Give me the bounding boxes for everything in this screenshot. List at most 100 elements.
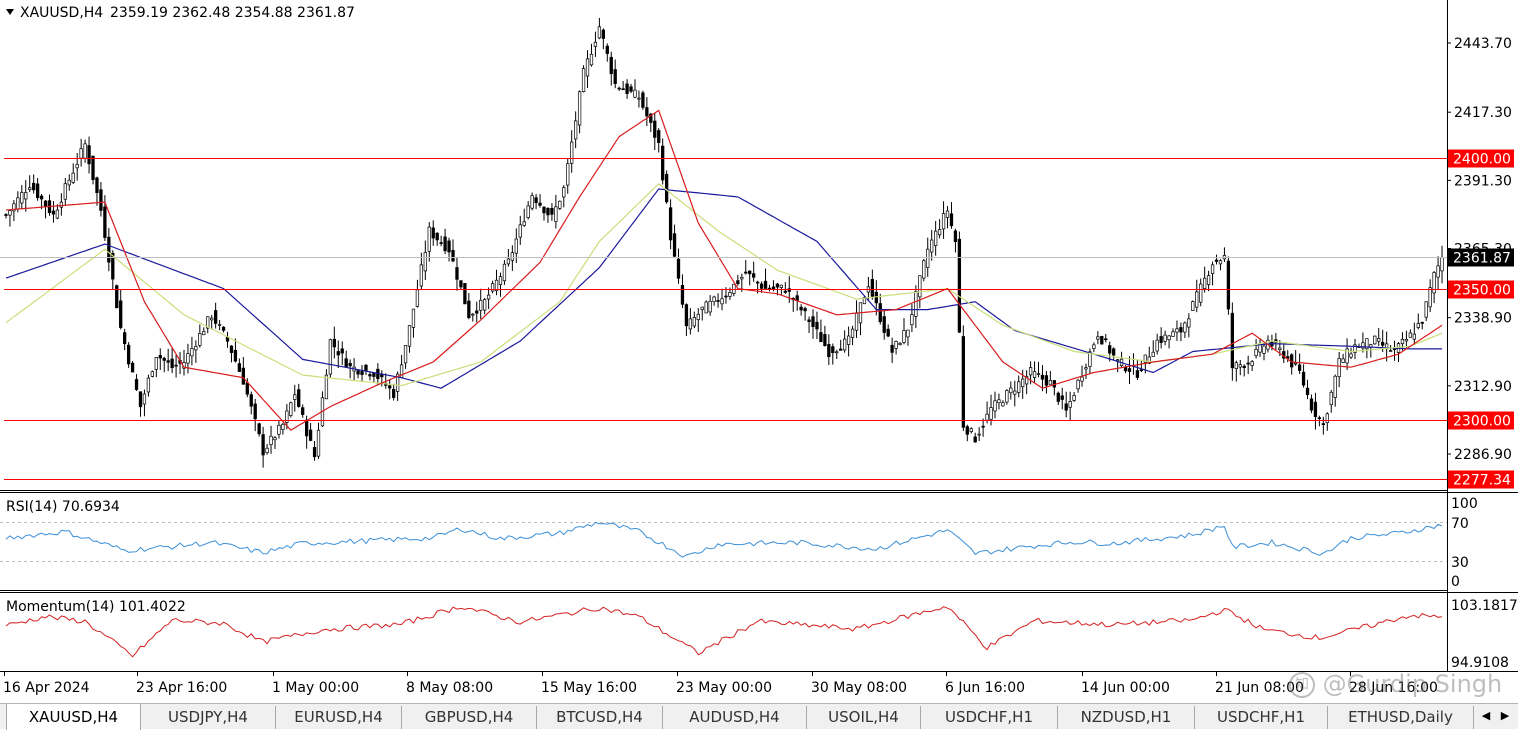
price-axis[interactable]: 2443.702417.302391.302365.302338.902312.… [1447,36,1514,463]
rsi-panel[interactable]: RSI(14) 70.6934 100 70 30 0 [0,496,1478,590]
candle [886,324,890,338]
tab-usdchf-h1-2[interactable]: USDCHF,H1 [1195,706,1328,729]
chart-header: XAUUSD,H4 2359.19 2362.48 2354.88 2361.8… [6,5,355,21]
candle [1139,360,1144,373]
momentum-tick-bottom: 94.9108 [1451,655,1509,671]
candle [550,203,554,221]
candle [1005,389,1009,405]
tab-usdjpy-h4[interactable]: USDJPY,H4 [141,706,276,729]
candle [937,219,942,239]
tab-usdchf-h1[interactable]: USDCHF,H1 [921,706,1058,729]
candle [637,90,641,108]
candle [281,422,285,435]
candle [704,300,708,314]
candle [993,391,997,419]
candle [154,357,158,378]
candle [633,79,637,99]
candle [1222,247,1227,263]
candle [194,340,198,363]
candle [759,281,764,293]
candle [1424,301,1428,322]
candle [24,180,28,212]
candle [1230,302,1235,381]
candle [933,221,938,256]
price-plot-area[interactable] [0,17,1447,468]
candle [459,280,463,290]
candle [558,200,562,211]
momentum-line [5,606,1443,658]
rsi-line [5,521,1443,558]
candle [261,426,265,468]
candle [744,260,748,275]
candle [617,86,621,91]
candle [593,31,598,57]
candle [43,200,48,219]
time-axis[interactable]: 16 Apr 2024 23 Apr 16:00 1 May 00:00 8 May … [3,672,1438,696]
candle [597,17,602,40]
level-price-box [1448,470,1514,489]
candle [1199,278,1203,307]
candle [712,295,716,306]
candle [906,329,910,346]
candle [427,222,431,262]
candle [1293,350,1298,366]
candle [736,274,740,286]
tab-audusd-h4[interactable]: AUDUSD,H4 [663,706,807,729]
candle [403,345,408,369]
level-price-box [1448,411,1514,430]
candle [392,383,396,401]
candle [1420,321,1424,330]
tab-btcusd-h4[interactable]: BTCUSD,H4 [537,706,663,729]
candle [1009,381,1013,400]
candle [1369,343,1373,358]
candle [1361,332,1365,353]
candle [8,209,12,227]
candle [1183,321,1187,338]
candle [941,201,946,239]
candle [1353,338,1357,360]
tab-ethusd-daily[interactable]: ETHUSD,Daily [1328,706,1474,729]
candle [570,130,574,173]
tab-eurusd-h4[interactable]: EURUSD,H4 [276,706,402,729]
candle [839,339,843,351]
tab-gbpusd-h4[interactable]: GBPUSD,H4 [402,706,537,729]
candle [748,270,752,286]
candle [372,372,376,382]
candle [1325,412,1329,431]
candle [107,227,111,272]
zhihu-logo-icon: 知 [1289,672,1315,698]
time-tick-label: 21 Jun 08:00 [1215,680,1304,696]
candle [320,391,325,428]
candle [463,283,467,305]
candle [1024,370,1029,395]
horizontal-level-lines[interactable]: 2400.00 2350.00 2300.00 2277.34 [4,149,1514,489]
candle [51,201,56,223]
candle [680,274,685,309]
triangle-down-icon[interactable] [6,9,14,15]
arrow-left-icon[interactable]: ◀ [1481,709,1491,722]
candle [1044,370,1049,394]
candle [71,163,75,185]
candle [1333,374,1337,407]
candle [862,296,867,305]
price-tick-label: 2312.90 [1454,379,1512,395]
candle [95,176,99,206]
candle [328,338,333,379]
candle [1234,360,1238,382]
candle [138,391,143,417]
candle [708,295,712,316]
candle [202,327,206,336]
tab-nzdusd-h1[interactable]: NZDUSD,H1 [1058,706,1195,729]
candle [546,207,550,223]
price-tick-label: 2286.90 [1454,447,1512,463]
candle [28,175,32,193]
momentum-panel[interactable]: Momentum(14) 101.4022 103.1817 94.9108 [5,598,1518,671]
tab-usoil-h4[interactable]: USOIL,H4 [807,706,921,729]
candle [324,369,329,400]
time-tick-label: 23 May 00:00 [676,680,772,696]
candle [949,202,954,229]
candle [439,235,443,247]
arrow-right-icon[interactable]: ▶ [1500,709,1510,722]
tab-xauusd-h4[interactable]: XAUUSD,H4 [6,704,141,730]
